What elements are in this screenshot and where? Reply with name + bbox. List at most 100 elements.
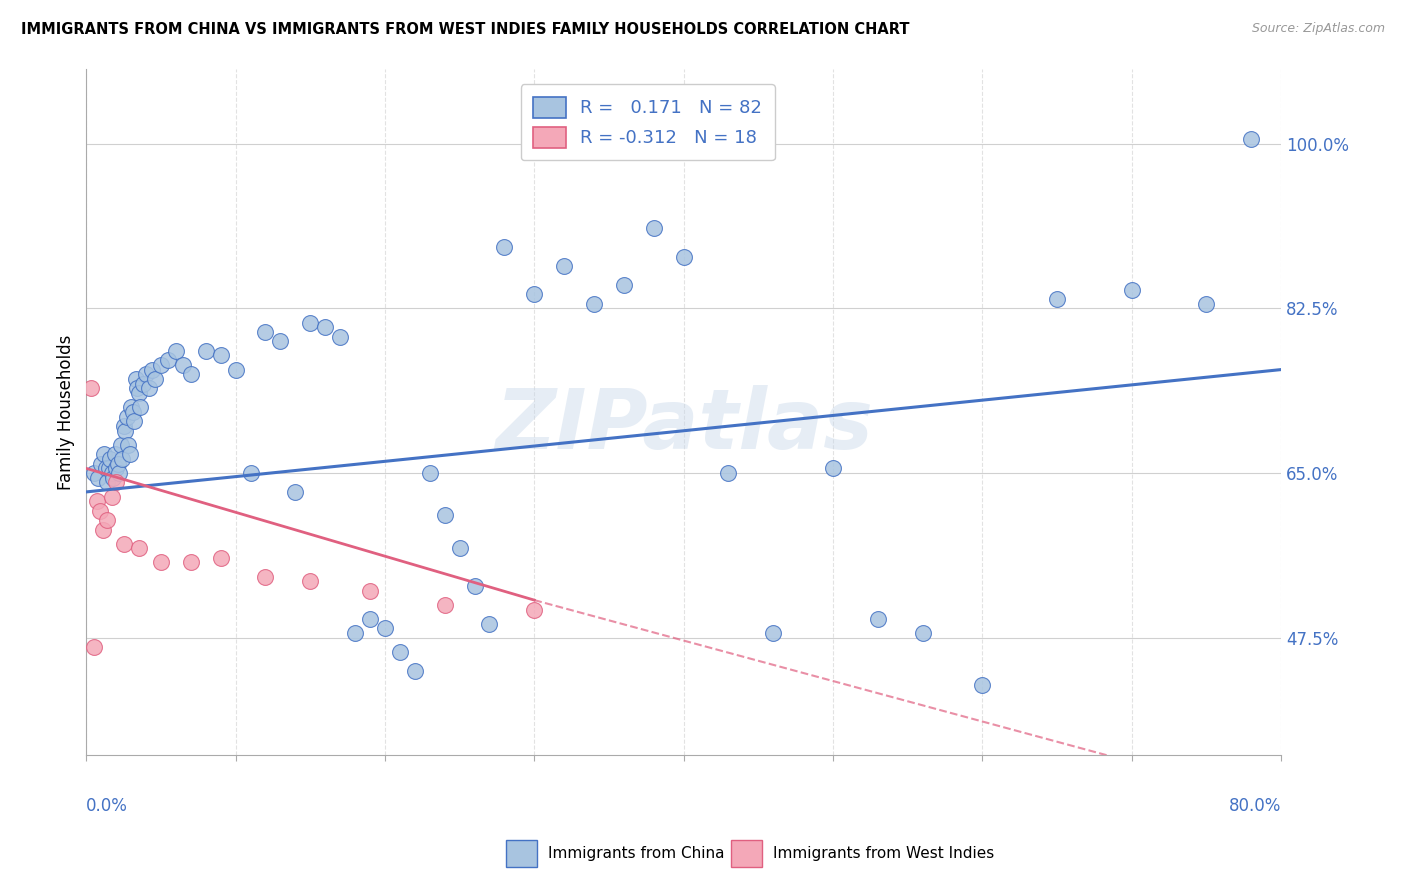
Text: Source: ZipAtlas.com: Source: ZipAtlas.com (1251, 22, 1385, 36)
Point (180, 368, 202, 382)
Y-axis label: Family Households: Family Households (58, 334, 75, 490)
Point (118, 447, 141, 461)
Point (112, 419, 135, 434)
Point (101, 471, 124, 485)
Point (157, 353, 180, 368)
Point (91, 523, 114, 537)
Point (138, 381, 160, 395)
Text: 0.0%: 0.0% (86, 797, 128, 814)
Legend: R =   0.171   N = 82, R = -0.312   N = 18: R = 0.171 N = 82, R = -0.312 N = 18 (520, 85, 775, 161)
Point (98, 452, 121, 467)
Point (433, 598, 456, 612)
Point (83, 466, 105, 480)
Point (239, 466, 262, 480)
Point (129, 401, 152, 415)
Point (419, 466, 441, 480)
Point (165, 343, 187, 358)
Point (299, 574, 322, 589)
Point (93, 447, 115, 461)
Point (299, 316, 322, 330)
Point (96, 475, 118, 490)
Point (359, 583, 381, 598)
Point (613, 277, 636, 292)
Point (972, 678, 994, 692)
Point (121, 405, 143, 419)
Point (90, 457, 112, 471)
Point (97, 461, 120, 475)
Point (643, 221, 665, 235)
Point (314, 320, 336, 334)
Point (478, 616, 501, 631)
Point (100, 466, 122, 480)
Point (128, 541, 150, 556)
Point (124, 372, 146, 386)
Point (523, 602, 546, 616)
Point (100, 490, 122, 504)
Point (209, 349, 232, 363)
Text: ZIPatlas: ZIPatlas (495, 385, 873, 467)
Point (911, 626, 934, 640)
Point (125, 381, 148, 395)
Point (112, 536, 135, 550)
Point (329, 329, 352, 343)
Point (194, 343, 217, 358)
Point (464, 579, 486, 593)
Point (96, 513, 118, 527)
Point (404, 664, 426, 678)
Point (172, 358, 194, 372)
Text: Immigrants from China: Immigrants from China (548, 847, 725, 861)
Point (120, 401, 142, 415)
Point (582, 297, 605, 311)
Text: 80.0%: 80.0% (1229, 797, 1281, 814)
Point (1046, 292, 1069, 306)
Point (1195, 297, 1218, 311)
Point (553, 259, 575, 273)
Point (111, 452, 134, 467)
Text: Immigrants from West Indies: Immigrants from West Indies (773, 847, 994, 861)
Point (149, 358, 172, 372)
Point (209, 550, 232, 565)
Point (821, 461, 844, 475)
Point (105, 475, 128, 490)
Point (433, 508, 456, 523)
Point (1240, 132, 1263, 146)
Point (86, 494, 108, 508)
Point (135, 368, 157, 382)
Point (672, 250, 695, 264)
Point (494, 240, 516, 254)
Point (80, 381, 103, 395)
Point (344, 626, 367, 640)
Point (107, 457, 129, 471)
Point (449, 541, 471, 556)
Point (225, 362, 247, 376)
Point (717, 466, 740, 480)
Point (122, 414, 145, 428)
Point (374, 621, 396, 635)
Point (83, 640, 105, 655)
Point (866, 612, 889, 626)
Point (359, 612, 381, 626)
Point (269, 334, 291, 349)
Point (1121, 283, 1143, 297)
Point (141, 362, 163, 376)
Point (388, 645, 411, 659)
Point (284, 484, 307, 499)
Point (762, 626, 785, 640)
Point (117, 438, 139, 452)
Point (254, 569, 277, 583)
Point (115, 409, 138, 424)
Text: IMMIGRANTS FROM CHINA VS IMMIGRANTS FROM WEST INDIES FAMILY HOUSEHOLDS CORRELATI: IMMIGRANTS FROM CHINA VS IMMIGRANTS FROM… (21, 22, 910, 37)
Point (114, 424, 136, 438)
Point (128, 386, 150, 401)
Point (87, 471, 110, 485)
Point (104, 447, 127, 461)
Point (89, 504, 111, 518)
Point (110, 438, 132, 452)
Point (108, 466, 131, 480)
Point (105, 461, 128, 475)
Point (523, 287, 546, 301)
Point (132, 376, 155, 391)
Point (143, 372, 166, 386)
Point (94, 461, 117, 475)
Point (254, 325, 277, 339)
